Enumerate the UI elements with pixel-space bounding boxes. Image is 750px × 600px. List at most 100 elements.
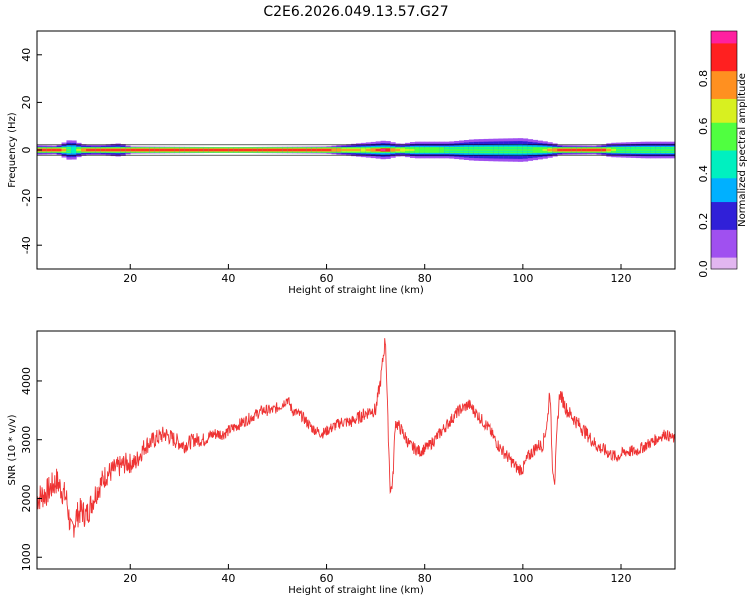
colorbar-segment bbox=[711, 142, 737, 147]
spectrogram-cell bbox=[493, 149, 499, 151]
spectrogram-cell bbox=[61, 149, 67, 151]
colorbar-segment bbox=[711, 58, 737, 64]
colorbar-segment bbox=[711, 153, 737, 159]
snr-x-tick-label: 60 bbox=[320, 572, 334, 585]
spectrogram-cell bbox=[194, 149, 200, 151]
colorbar-segment bbox=[711, 138, 737, 143]
colorbar-segment bbox=[711, 193, 737, 199]
spectrogram-cell bbox=[645, 149, 651, 151]
spectrogram-cell bbox=[650, 149, 656, 151]
spectrogram-y-tick-label: 20 bbox=[20, 95, 33, 109]
spectrogram-cell bbox=[670, 149, 675, 151]
spectrogram-cell bbox=[449, 149, 455, 151]
spectrogram-cell bbox=[105, 149, 112, 151]
spectrogram-cell bbox=[267, 149, 273, 151]
colorbar-segment bbox=[711, 150, 737, 155]
spectrogram-cell bbox=[655, 149, 661, 151]
colorbar-segment bbox=[711, 257, 737, 262]
spectrogram-cell bbox=[262, 149, 269, 151]
spectrogram-cell bbox=[306, 149, 313, 151]
colorbar-segment bbox=[711, 98, 737, 103]
snr-panel: 20 40 60 80 100 120 1000 2000 3000 4000 Height o… bbox=[7, 330, 676, 596]
spectrogram-cell bbox=[596, 149, 602, 151]
colorbar-segment bbox=[711, 241, 737, 246]
spectrogram-cell bbox=[287, 149, 293, 151]
snr-x-axis: 20 40 60 80 100 120 bbox=[123, 564, 632, 585]
spectrogram-cell bbox=[508, 149, 514, 151]
spectrogram-cell bbox=[429, 149, 435, 151]
spectrogram-cell bbox=[468, 149, 475, 151]
spectrogram-cell bbox=[154, 149, 161, 151]
colorbar-segment bbox=[711, 221, 737, 226]
spectrogram-cell bbox=[380, 149, 386, 151]
spectrogram-cell bbox=[390, 149, 396, 151]
spectrogram-cell bbox=[498, 149, 504, 151]
snr-y-tick-label: 2000 bbox=[20, 484, 33, 512]
spectrogram-cell bbox=[213, 149, 219, 151]
spectrogram-cell bbox=[473, 149, 480, 151]
colorbar-segment bbox=[711, 265, 737, 270]
spectrogram-cell bbox=[257, 149, 264, 151]
colorbar-segment bbox=[711, 225, 737, 230]
spectrogram-cell bbox=[86, 149, 92, 151]
spectrogram-x-tick-label: 120 bbox=[611, 272, 632, 285]
snr-x-label: Height of straight line (km) bbox=[288, 585, 424, 596]
spectrogram-cell bbox=[321, 149, 327, 151]
colorbar-segment bbox=[711, 74, 737, 80]
colorbar-segment bbox=[711, 185, 737, 191]
colorbar-ticks: 0.0 0.2 0.4 0.6 0.8 bbox=[697, 70, 710, 278]
spectrogram-x-tick-label: 20 bbox=[123, 272, 137, 285]
spectrogram-cell bbox=[537, 149, 543, 151]
spectrogram-cell bbox=[248, 149, 254, 151]
colorbar-segment bbox=[711, 189, 737, 195]
spectrogram-cell bbox=[375, 149, 381, 151]
spectrogram-x-tick-label: 80 bbox=[418, 272, 432, 285]
spectrogram-y-axis: 40 20 0 -20 -40 bbox=[20, 48, 42, 254]
colorbar-segment bbox=[711, 181, 737, 187]
spectrogram-panel: 20 40 60 80 100 120 40 20 0 -20 -40 Height of str… bbox=[7, 30, 676, 296]
spectrogram-cell bbox=[189, 149, 195, 151]
spectrogram-cell bbox=[532, 149, 538, 151]
colorbar-segment bbox=[711, 70, 737, 76]
spectrogram-cell bbox=[203, 149, 210, 151]
colorbar-segment bbox=[711, 118, 737, 123]
spectrogram-y-label: Frequency (Hz) bbox=[7, 112, 18, 188]
colorbar-segment bbox=[711, 110, 737, 115]
spectrogram-cell bbox=[567, 149, 573, 151]
spectrogram-cell bbox=[130, 149, 136, 151]
colorbar-segment bbox=[711, 66, 737, 72]
spectrogram-cell bbox=[95, 149, 102, 151]
spectrogram-cell bbox=[297, 149, 303, 151]
colorbar-segment bbox=[711, 122, 737, 127]
spectrogram-cell bbox=[356, 149, 362, 151]
spectrogram-cell bbox=[434, 149, 440, 151]
snr-y-axis: 1000 2000 3000 4000 bbox=[20, 367, 42, 571]
spectrogram-cell bbox=[616, 149, 622, 151]
spectrogram-cell bbox=[385, 149, 391, 151]
spectrogram-cell bbox=[144, 149, 151, 151]
colorbar-frame bbox=[710, 30, 738, 270]
spectrogram-cell bbox=[41, 149, 48, 151]
spectrogram-cell bbox=[238, 149, 244, 151]
spectrogram-cell bbox=[586, 149, 592, 151]
spectrogram-cell bbox=[483, 149, 489, 151]
spectrogram-cell bbox=[125, 149, 131, 151]
spectrogram-cell bbox=[228, 149, 234, 151]
spectrogram-cell bbox=[611, 149, 617, 151]
spectrogram-cell bbox=[405, 149, 411, 151]
colorbar-label: Normalized spectral amplitude bbox=[737, 73, 748, 227]
spectrogram-cell bbox=[459, 149, 465, 151]
snr-y-label: SNR (10 * v/v) bbox=[7, 414, 18, 485]
colorbar-segment bbox=[711, 102, 737, 107]
spectrogram-cell bbox=[243, 149, 249, 151]
colorbar-segment bbox=[711, 50, 737, 56]
colorbar-segment bbox=[711, 233, 737, 238]
colorbar-segment bbox=[711, 261, 737, 266]
spectrogram-cell bbox=[135, 149, 141, 151]
spectrogram-cell bbox=[90, 149, 97, 151]
spectrogram-cell bbox=[625, 149, 632, 151]
snr-plot-area bbox=[37, 338, 675, 538]
colorbar-segment bbox=[711, 78, 737, 84]
spectrogram-cell bbox=[527, 149, 534, 151]
colorbar-segment bbox=[711, 213, 737, 218]
